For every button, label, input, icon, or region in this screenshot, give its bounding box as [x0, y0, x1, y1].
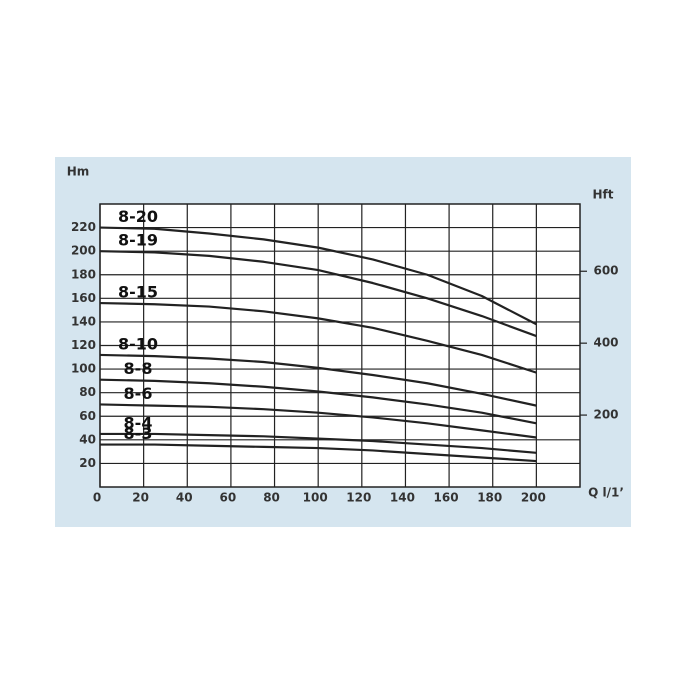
curve-label: 8-8 — [124, 359, 153, 378]
y-tick-label: 220 — [71, 220, 96, 234]
y-tick-label: 40 — [79, 432, 96, 446]
grid — [99, 204, 580, 487]
x-tick-label: 180 — [477, 491, 502, 505]
curve-label: 8-15 — [118, 283, 158, 302]
y-tick-label: 180 — [71, 267, 96, 281]
curve-label: 8-20 — [118, 207, 158, 226]
x-tick-label: 40 — [176, 491, 193, 505]
y2-axis-label: Hft — [593, 188, 614, 202]
curve-label: 8-6 — [124, 384, 153, 403]
y-tick-label: 20 — [79, 456, 96, 470]
pump-curve — [100, 432, 537, 454]
pump-curve — [99, 403, 537, 439]
x-tick-label: 160 — [434, 491, 459, 505]
y-tick-label: 80 — [79, 385, 96, 399]
y-tick-label: 60 — [79, 409, 96, 423]
y2-tick-label: 200 — [593, 408, 618, 422]
plot-border — [99, 203, 581, 488]
x-tick-label: 200 — [521, 491, 546, 505]
x-tick-label: 140 — [390, 491, 415, 505]
y-tick-label: 200 — [71, 244, 96, 258]
x-tick-label: 80 — [263, 491, 280, 505]
pump-curve — [99, 250, 537, 338]
pump-curve — [99, 378, 537, 425]
y-tick-label: 160 — [71, 291, 96, 305]
curve-label: 8-3 — [124, 424, 153, 443]
x-tick-label: 0 — [93, 491, 101, 505]
pump-curve — [99, 301, 537, 374]
y2-tick-label: 600 — [593, 264, 618, 278]
y-tick-label: 140 — [71, 314, 96, 328]
curve-label: 8-4 — [124, 413, 153, 432]
pump-curve — [99, 353, 537, 407]
x-tick-label: 100 — [303, 491, 328, 505]
curve-label: 8-19 — [118, 231, 158, 250]
x-tick-label: 60 — [220, 491, 237, 505]
y-tick-label: 120 — [71, 338, 96, 352]
y-tick-label: 100 — [71, 362, 96, 376]
curve-label: 8-10 — [118, 334, 158, 353]
pump-curve — [100, 443, 537, 463]
x-tick-label: 120 — [346, 491, 371, 505]
x-tick-label: 20 — [132, 491, 149, 505]
pump-curve — [99, 226, 537, 326]
x-axis-label: Q l/1’ — [588, 486, 624, 500]
y2-tick-label: 400 — [593, 336, 618, 350]
y-axis-label: Hm — [67, 165, 90, 179]
